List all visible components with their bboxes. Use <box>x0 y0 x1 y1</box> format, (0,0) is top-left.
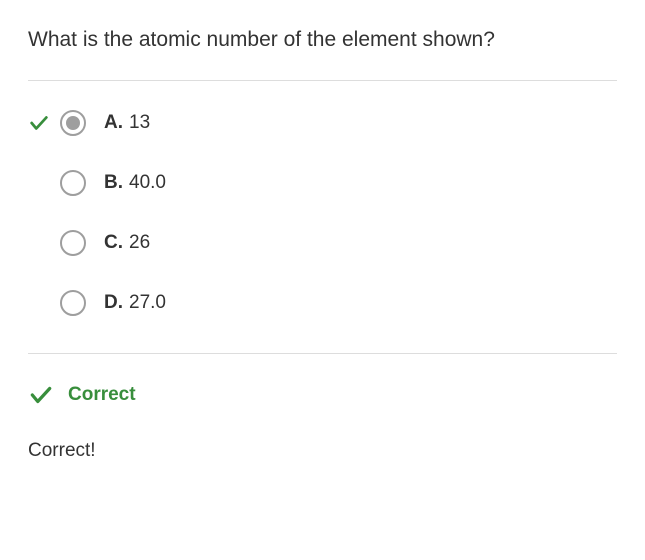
radio-a[interactable] <box>60 110 86 136</box>
option-a[interactable]: A. 13 <box>28 109 617 137</box>
option-value: 40.0 <box>129 172 166 194</box>
result-section: Correct Correct! <box>28 354 617 462</box>
result-message: Correct! <box>28 440 617 462</box>
result-header: Correct <box>28 382 617 408</box>
option-b[interactable]: B. 40.0 <box>28 169 617 197</box>
radio-d[interactable] <box>60 290 86 316</box>
options-list: A. 13 B. 40.0 C. 26 D. 27.0 <box>28 81 617 353</box>
option-text: C. 26 <box>104 232 150 254</box>
radio-b[interactable] <box>60 170 86 196</box>
option-value: 27.0 <box>129 292 166 314</box>
option-text: D. 27.0 <box>104 292 166 314</box>
option-c[interactable]: C. 26 <box>28 229 617 257</box>
option-text: A. 13 <box>104 112 150 134</box>
option-d[interactable]: D. 27.0 <box>28 289 617 317</box>
check-slot <box>28 112 60 134</box>
option-letter: D. <box>104 292 123 314</box>
option-value: 13 <box>129 112 150 134</box>
option-value: 26 <box>129 232 150 254</box>
option-letter: A. <box>104 112 123 134</box>
radio-dot <box>66 116 80 130</box>
option-letter: C. <box>104 232 123 254</box>
radio-c[interactable] <box>60 230 86 256</box>
checkmark-icon <box>28 112 50 134</box>
option-letter: B. <box>104 172 123 194</box>
result-label: Correct <box>68 384 136 406</box>
question-text: What is the atomic number of the element… <box>28 28 617 52</box>
checkmark-icon <box>28 382 54 408</box>
option-text: B. 40.0 <box>104 172 166 194</box>
